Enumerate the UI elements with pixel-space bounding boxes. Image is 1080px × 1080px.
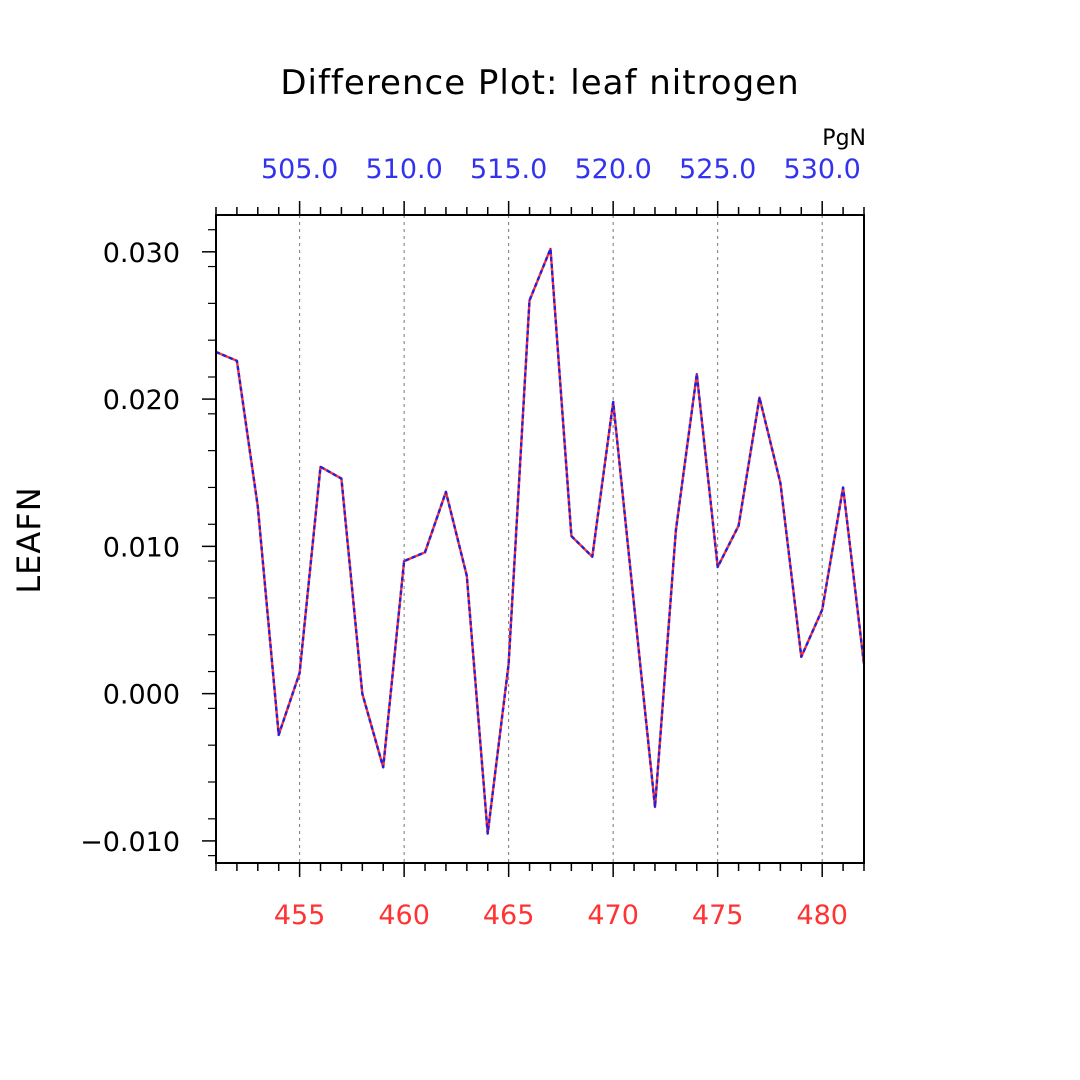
data-point bbox=[486, 832, 489, 835]
y-axis-label: LEAFN bbox=[10, 486, 48, 593]
data-point bbox=[277, 734, 280, 736]
top-tick-label: 530.0 bbox=[784, 154, 861, 185]
data-point bbox=[800, 656, 803, 658]
x-tick-label: 455 bbox=[274, 900, 326, 931]
data-point bbox=[445, 491, 447, 493]
data-point bbox=[298, 672, 301, 674]
data-point bbox=[779, 482, 782, 484]
data-point bbox=[654, 806, 656, 808]
data-point bbox=[424, 551, 426, 554]
top-tick-label: 510.0 bbox=[365, 154, 442, 185]
y-tick-label: 0.020 bbox=[103, 385, 180, 416]
chart-title: Difference Plot: leaf nitrogen bbox=[280, 63, 799, 103]
data-point bbox=[737, 524, 740, 527]
series-line-overlay bbox=[215, 247, 866, 835]
data-point bbox=[382, 766, 385, 769]
top-tick-label: 525.0 bbox=[679, 154, 756, 185]
data-point bbox=[528, 299, 531, 302]
data-point bbox=[758, 396, 761, 399]
y-tick-label: 0.010 bbox=[103, 532, 180, 563]
y-tick-label: 0.030 bbox=[103, 238, 180, 269]
x-tick-label: 465 bbox=[483, 900, 535, 931]
data-point bbox=[842, 486, 844, 489]
data-point bbox=[549, 248, 552, 250]
plot-frame bbox=[215, 214, 865, 864]
data-point bbox=[570, 535, 573, 537]
y-tick-label: −0.010 bbox=[80, 827, 180, 858]
data-point bbox=[236, 360, 238, 362]
top-axis-unit: PgN bbox=[822, 126, 866, 151]
data-point bbox=[403, 560, 405, 562]
data-point bbox=[695, 373, 698, 375]
series-layer bbox=[215, 247, 866, 835]
data-point bbox=[340, 477, 343, 480]
grid-layer bbox=[299, 215, 823, 863]
x-tick-label: 480 bbox=[796, 900, 848, 931]
data-point bbox=[466, 575, 468, 577]
top-tick-label: 520.0 bbox=[575, 154, 652, 185]
data-point bbox=[257, 505, 259, 508]
data-point bbox=[633, 604, 635, 607]
data-point bbox=[591, 555, 594, 558]
data-point bbox=[319, 466, 322, 468]
top-tick-label: 515.0 bbox=[470, 154, 547, 185]
x-tick-label: 460 bbox=[378, 900, 430, 931]
data-point bbox=[716, 566, 719, 568]
data-point bbox=[612, 401, 614, 403]
x-tick-label: 475 bbox=[692, 900, 744, 931]
y-tick-label: 0.000 bbox=[103, 680, 180, 711]
tick-layer: −0.010 0.000 0.010 0.020 0.030 455 460 465 470 47… bbox=[80, 154, 865, 931]
top-tick-label: 505.0 bbox=[261, 154, 338, 185]
data-point bbox=[821, 608, 823, 611]
data-point bbox=[675, 529, 677, 531]
data-point bbox=[361, 692, 364, 695]
x-tick-label: 470 bbox=[587, 900, 639, 931]
data-point bbox=[507, 663, 510, 665]
